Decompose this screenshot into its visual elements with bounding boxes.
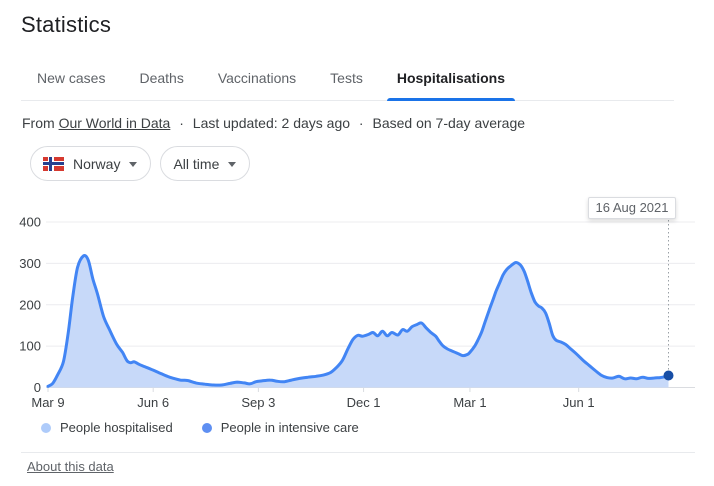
y-axis-label: 0 (34, 380, 41, 395)
y-axis-label: 400 (19, 215, 41, 230)
chart-legend: People hospitalised People in intensive c… (41, 420, 359, 435)
x-axis-label: Mar 9 (31, 395, 64, 410)
chart-cursor-date-tooltip: 16 Aug 2021 (588, 197, 676, 219)
x-axis-label: Mar 1 (453, 395, 486, 410)
x-axis-label: Jun 6 (137, 395, 169, 410)
tab-hospitalisations[interactable]: Hospitalisations (386, 61, 516, 101)
separator: · (358, 115, 364, 131)
separator: · (179, 115, 184, 131)
source-line: From Our World in Data · Last updated: 2… (22, 115, 525, 131)
y-axis-label: 200 (19, 297, 41, 312)
basis-text: Based on 7-day average (372, 115, 526, 131)
legend-label: People hospitalised (60, 420, 173, 435)
source-prefix: From (22, 115, 55, 131)
source-link[interactable]: Our World in Data (58, 115, 171, 131)
legend-dot (201, 422, 212, 433)
tabs: New cases Deaths Vaccinations Tests Hospital… (21, 61, 674, 101)
tab-deaths[interactable]: Deaths (139, 70, 184, 86)
tab-tests[interactable]: Tests (330, 70, 363, 86)
legend-item-people-in-intensive-care: People in intensive care (201, 420, 359, 435)
legend-item-people-hospitalised: People hospitalised (41, 420, 173, 435)
page-title: Statistics (21, 12, 112, 37)
norway-flag-icon (43, 156, 64, 171)
time-range-selector[interactable]: All time (160, 146, 251, 181)
y-axis-label: 300 (19, 256, 41, 271)
legend-dot (41, 422, 51, 433)
last-updated-text: Last updated: 2 days ago (192, 115, 351, 131)
tab-vaccinations[interactable]: Vaccinations (217, 70, 297, 86)
legend-label: People in intensive care (220, 420, 359, 435)
filter-pills: Norway All time (30, 146, 251, 181)
x-axis-label: Dec 1 (347, 395, 381, 410)
y-axis-label: 100 (19, 339, 41, 354)
hospitalisations-chart[interactable]: 0 100 200 300 400 Mar 9 Jun 6 Sep 3 Dec 1 Mar 1 Ju… (0, 190, 714, 418)
country-selector-label: Norway (73, 155, 121, 172)
divider (21, 452, 695, 453)
x-axis-label: Jun 1 (563, 395, 595, 410)
chevron-down-icon (129, 161, 138, 167)
time-range-selector-label: All time (173, 155, 220, 172)
about-this-data-link[interactable]: About this data (27, 459, 114, 474)
cursor-dot (663, 370, 674, 381)
chevron-down-icon (228, 161, 237, 167)
tab-new-cases[interactable]: New cases (37, 70, 106, 86)
country-selector[interactable]: Norway (30, 146, 152, 181)
statistics-tabbar: New cases Deaths Vaccinations Tests Hospital… (21, 61, 674, 101)
chart-line (46, 254, 670, 388)
chart-area (48, 255, 669, 388)
x-axis-label: Sep 3 (241, 395, 275, 410)
